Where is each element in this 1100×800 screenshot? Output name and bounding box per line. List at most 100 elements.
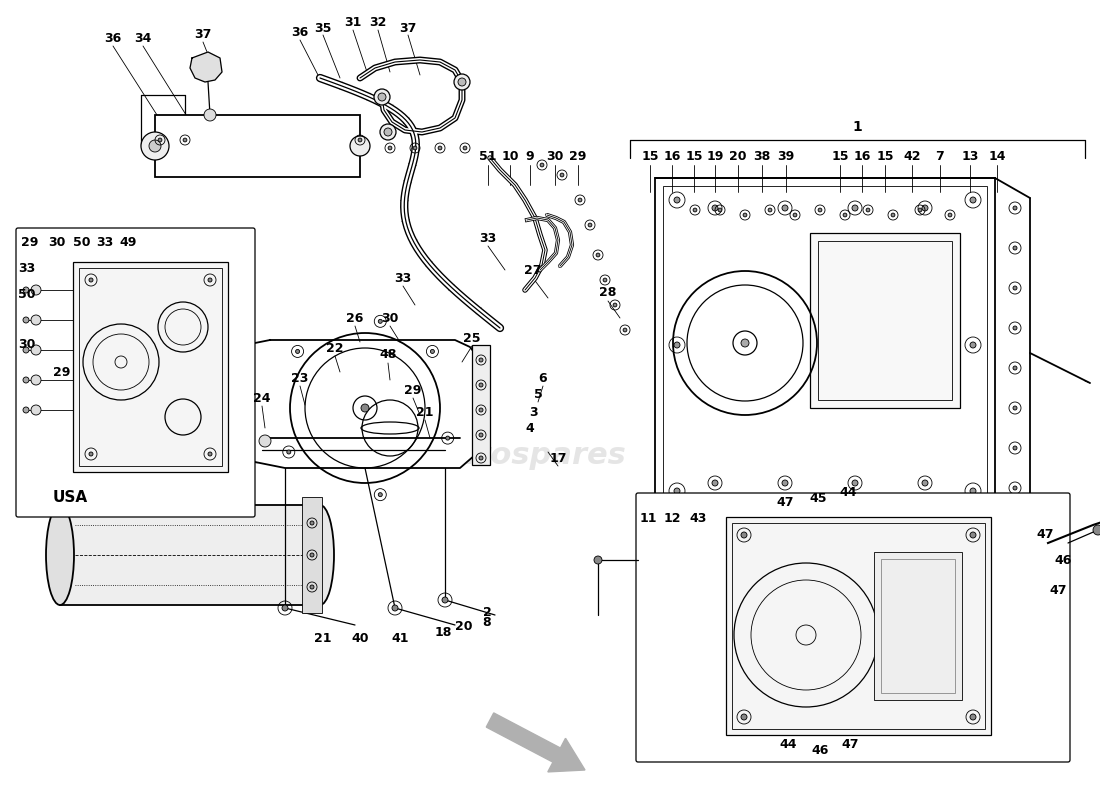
Circle shape — [478, 383, 483, 387]
Circle shape — [970, 488, 976, 494]
Text: 37: 37 — [399, 22, 417, 34]
Circle shape — [768, 208, 772, 212]
Text: 32: 32 — [370, 17, 387, 30]
Circle shape — [866, 208, 870, 212]
Circle shape — [442, 597, 448, 603]
Bar — [726, 517, 991, 735]
Text: 46: 46 — [1054, 554, 1071, 566]
Circle shape — [970, 714, 976, 720]
Text: 47: 47 — [1036, 529, 1054, 542]
Circle shape — [540, 163, 543, 167]
Text: 2: 2 — [483, 606, 492, 619]
Text: 31: 31 — [344, 17, 362, 30]
Text: 33: 33 — [97, 237, 113, 250]
Circle shape — [596, 253, 600, 257]
Circle shape — [918, 208, 922, 212]
Circle shape — [741, 714, 747, 720]
Text: 22: 22 — [327, 342, 343, 354]
Polygon shape — [226, 340, 480, 468]
Text: 6: 6 — [539, 371, 548, 385]
Circle shape — [970, 342, 976, 348]
Text: 43: 43 — [690, 511, 706, 525]
Text: 37: 37 — [195, 29, 211, 42]
Circle shape — [852, 480, 858, 486]
Circle shape — [89, 278, 94, 282]
Circle shape — [793, 213, 796, 217]
Polygon shape — [190, 52, 222, 82]
Text: 50: 50 — [74, 237, 90, 250]
Circle shape — [922, 480, 928, 486]
Circle shape — [712, 480, 718, 486]
Text: 29: 29 — [21, 237, 38, 250]
FancyArrow shape — [486, 713, 585, 772]
Circle shape — [674, 488, 680, 494]
Circle shape — [674, 197, 680, 203]
Text: eurospares: eurospares — [704, 441, 896, 470]
Circle shape — [948, 213, 951, 217]
Text: 18: 18 — [434, 626, 452, 638]
Text: 13: 13 — [961, 150, 979, 163]
Circle shape — [296, 350, 299, 354]
Text: 50: 50 — [19, 289, 35, 302]
Circle shape — [414, 146, 417, 150]
Text: 16: 16 — [663, 150, 681, 163]
Text: 9: 9 — [526, 150, 535, 163]
Circle shape — [744, 213, 747, 217]
Text: 12: 12 — [663, 511, 681, 525]
Text: 29: 29 — [570, 150, 586, 163]
Circle shape — [818, 208, 822, 212]
Bar — [810, 233, 960, 408]
Circle shape — [478, 408, 483, 412]
Text: 7: 7 — [936, 150, 945, 163]
Text: 44: 44 — [839, 486, 857, 499]
Circle shape — [388, 146, 392, 150]
Text: 28: 28 — [600, 286, 617, 299]
Text: eurospares: eurospares — [433, 441, 626, 470]
Circle shape — [782, 480, 788, 486]
Circle shape — [31, 375, 41, 385]
Text: 15: 15 — [685, 150, 703, 163]
Circle shape — [1013, 406, 1018, 410]
Circle shape — [379, 124, 396, 140]
Circle shape — [310, 553, 314, 557]
Text: 30: 30 — [19, 338, 35, 351]
Circle shape — [970, 532, 976, 538]
Text: 15: 15 — [877, 150, 893, 163]
Circle shape — [603, 278, 607, 282]
Circle shape — [674, 342, 680, 348]
Circle shape — [310, 521, 314, 525]
Circle shape — [1013, 446, 1018, 450]
Text: 14: 14 — [988, 150, 1005, 163]
Circle shape — [454, 74, 470, 90]
Text: 47: 47 — [777, 497, 794, 510]
Text: 21: 21 — [416, 406, 433, 418]
Circle shape — [378, 493, 383, 497]
Text: 23: 23 — [292, 371, 309, 385]
Circle shape — [1013, 366, 1018, 370]
Text: 5: 5 — [534, 389, 542, 402]
Text: 4: 4 — [526, 422, 535, 434]
Circle shape — [361, 404, 368, 412]
Circle shape — [1013, 486, 1018, 490]
Circle shape — [843, 213, 847, 217]
Text: 16: 16 — [854, 150, 871, 163]
Circle shape — [31, 315, 41, 325]
Text: 40: 40 — [351, 631, 369, 645]
Bar — [79, 268, 222, 466]
Circle shape — [208, 452, 212, 456]
Text: 41: 41 — [392, 631, 409, 645]
Circle shape — [23, 407, 29, 413]
Circle shape — [392, 605, 398, 611]
Circle shape — [1013, 246, 1018, 250]
Text: 36: 36 — [104, 31, 122, 45]
Circle shape — [741, 339, 749, 347]
Circle shape — [594, 556, 602, 564]
Ellipse shape — [46, 505, 74, 605]
Circle shape — [378, 319, 383, 323]
Circle shape — [31, 345, 41, 355]
Circle shape — [693, 208, 697, 212]
Text: USA: USA — [53, 490, 88, 505]
Text: 3: 3 — [530, 406, 538, 418]
Circle shape — [970, 197, 976, 203]
Circle shape — [478, 433, 483, 437]
